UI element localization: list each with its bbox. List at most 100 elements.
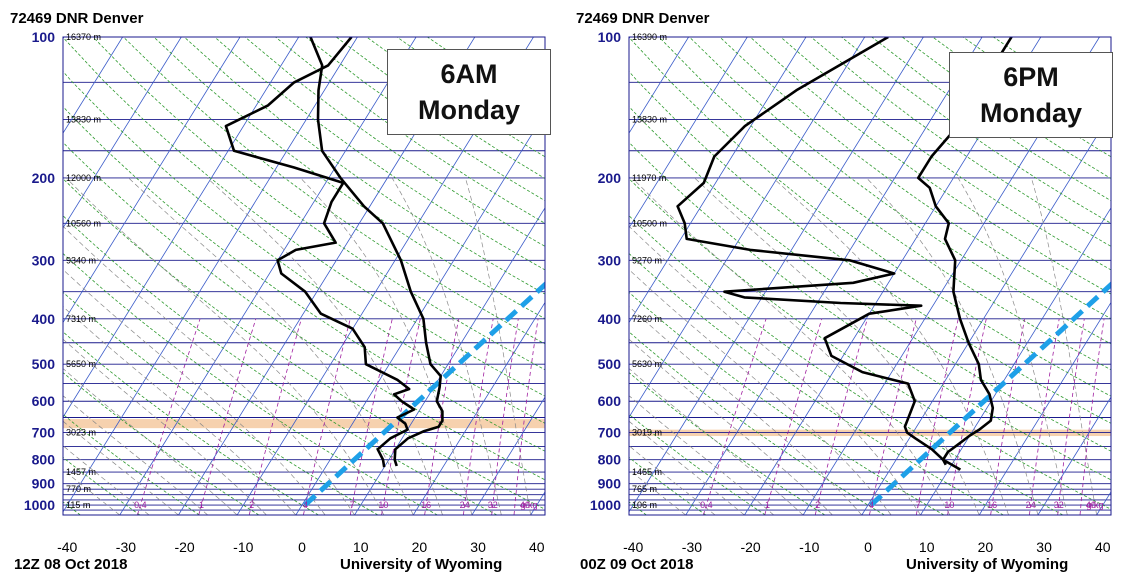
moist-adiabat <box>206 177 443 515</box>
plot-area <box>63 37 545 515</box>
dry-adiabat <box>810 37 1111 247</box>
mixing-ratio-label: 0.4 <box>700 500 713 510</box>
pressure-tick-label: 1000 <box>24 497 55 513</box>
isotherm-line <box>412 301 545 515</box>
pressure-tick-label: 800 <box>598 452 622 468</box>
mixing-ratio-label: 1 <box>765 500 770 510</box>
mixing-ratio-label: 10 <box>378 500 388 510</box>
dewpoint-line <box>676 37 962 471</box>
mixing-ratio-line <box>869 318 917 515</box>
dry-adiabat <box>629 37 1111 397</box>
temperature-tick-label: 40 <box>529 539 545 555</box>
annotation-line-time: 6PM <box>1003 62 1059 92</box>
sounding-time: 00Z 09 Oct 2018 <box>580 556 694 573</box>
temperature-tick-label: -10 <box>233 539 253 555</box>
isotherm-line <box>119 37 417 515</box>
temperature-line <box>309 37 444 467</box>
temperature-line <box>916 37 1013 466</box>
mixing-ratio-label: 16 <box>421 500 431 510</box>
mixing-ratio-line <box>513 318 539 515</box>
mixing-ratio-label: 32 <box>1054 500 1064 510</box>
dewpoint-line <box>224 37 416 468</box>
moist-adiabat <box>629 306 863 515</box>
isotherm-line <box>471 396 545 515</box>
dry-adiabat <box>63 141 545 481</box>
plot-border <box>628 36 1112 516</box>
mixing-ratio-label: 32 <box>488 500 498 510</box>
skewt-panel-6pm: 72469 DNR Denver 16390 m 13830 m 11970 m 10… <box>566 0 1130 585</box>
pressure-tick-label: 400 <box>32 311 56 327</box>
height-label: 1457 m <box>66 467 96 477</box>
dry-adiabat <box>629 501 647 515</box>
dry-adiabat <box>629 252 1004 515</box>
dry-adiabat <box>63 501 81 515</box>
height-label: 9340 m <box>66 255 96 265</box>
height-label: 9270 m <box>632 255 662 265</box>
dry-adiabat <box>629 413 766 515</box>
height-label: 10560 m <box>66 218 101 228</box>
mixing-ratio-line <box>381 318 421 515</box>
pressure-tick-label: 300 <box>32 252 56 268</box>
skewt-chart-6pm: 16390 m 13830 m 11970 m 10500 m 9270 m 7260 m… <box>590 29 1112 555</box>
temperature-tick-label: 20 <box>978 539 994 555</box>
pressure-tick-label: 700 <box>32 425 56 441</box>
mixing-ratio-line <box>463 318 494 515</box>
pressure-tick-label: 300 <box>598 252 622 268</box>
moist-adiabat <box>63 306 297 515</box>
height-label: 10500 m <box>632 218 667 228</box>
dry-adiabat <box>629 178 1111 510</box>
dry-adiabat <box>63 291 379 515</box>
mixing-ratio-line <box>491 318 519 515</box>
temperature-tick-label: 10 <box>919 539 935 555</box>
dry-adiabat <box>63 215 498 515</box>
moist-adiabat <box>694 177 980 515</box>
pressure-tick-label: 600 <box>32 393 56 409</box>
moist-adiabat <box>391 177 502 515</box>
moist-adiabat <box>63 368 238 515</box>
height-label: 13830 m <box>66 114 101 124</box>
height-label: 5630 m <box>632 359 662 369</box>
annotation-line-day: Monday <box>417 95 520 125</box>
pressure-tick-label: 900 <box>598 476 622 492</box>
moist-adiabat <box>629 420 745 515</box>
mixing-ratio-label: g/kg <box>520 500 537 510</box>
dry-adiabat <box>629 291 945 515</box>
sounding-time: 12Z 08 Oct 2018 <box>14 556 128 573</box>
dry-adiabat <box>629 372 826 515</box>
moist-adiabat <box>631 177 951 515</box>
isotherm-line <box>685 37 983 515</box>
isotherm-line <box>629 37 748 229</box>
height-label: 16370 m <box>66 32 101 42</box>
temperature-tick-label: 30 <box>1036 539 1052 555</box>
dry-adiabat <box>63 70 545 424</box>
dry-adiabat <box>63 178 545 510</box>
isotherm-line <box>63 37 65 40</box>
mixing-ratio-label: 2 <box>815 500 820 510</box>
pressure-tick-label: 400 <box>598 311 622 327</box>
temperature-tick-label: 0 <box>864 539 872 555</box>
temperature-tick-label: -20 <box>174 539 194 555</box>
pressure-tick-label: 900 <box>32 476 56 492</box>
mixing-ratio-line <box>947 318 987 515</box>
station-title: 72469 DNR Denver <box>10 10 144 27</box>
dry-adiabat <box>63 331 319 515</box>
mixing-ratio-label: 16 <box>987 500 997 510</box>
isotherm-line <box>63 37 182 229</box>
mixing-ratio-line <box>198 318 257 515</box>
temperature-tick-label: -20 <box>740 539 760 555</box>
dry-adiabat <box>689 37 1111 345</box>
mixing-ratio-line <box>990 318 1026 515</box>
dry-adiabat <box>63 372 260 515</box>
dry-adiabat <box>244 37 545 247</box>
moist-adiabat <box>128 177 414 515</box>
time-annotation-box: 6AM Monday <box>387 49 551 135</box>
height-label: 5650 m <box>66 359 96 369</box>
height-label: 7260 m <box>632 314 662 324</box>
pressure-tick-label: 100 <box>32 29 56 45</box>
mixing-ratio-line <box>1029 318 1060 515</box>
pressure-tick-label: 200 <box>32 170 56 186</box>
dry-adiabat <box>629 70 1111 424</box>
height-label: 106 m <box>632 500 657 510</box>
isotherm-line <box>629 37 866 418</box>
height-label: 12000 m <box>66 173 101 183</box>
